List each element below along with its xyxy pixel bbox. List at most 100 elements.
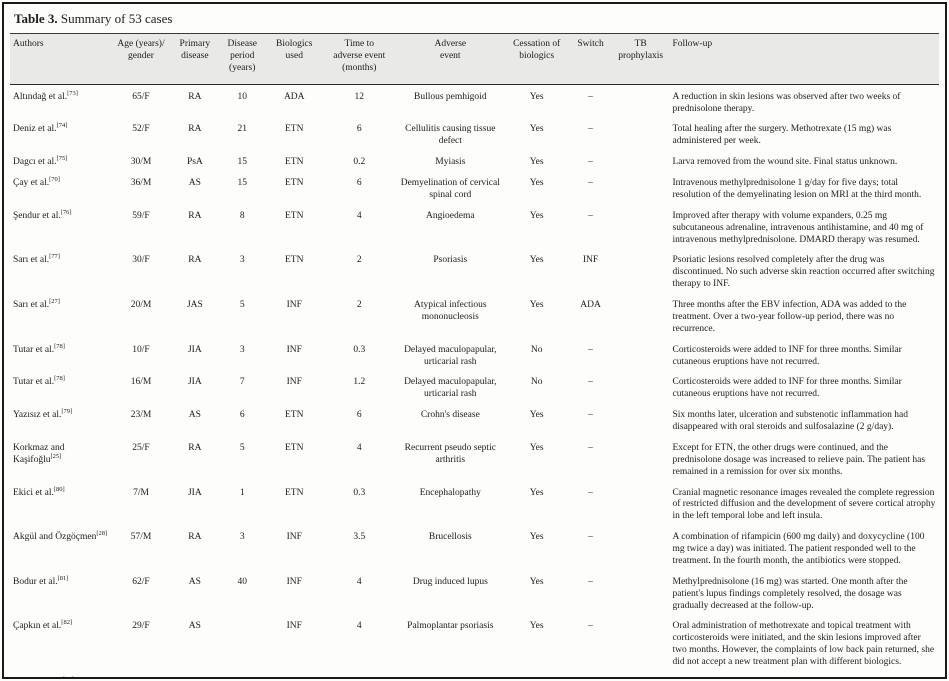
cell-adverse-event: Myiasis	[435, 157, 466, 168]
cell-tb-prophylaxis	[612, 208, 670, 253]
table-header: Authors Age (years)/ gender Primary dise…	[10, 34, 939, 85]
cell-switch: –	[588, 157, 593, 168]
cell-switch: –	[588, 377, 593, 388]
cell-primary-disease: RA	[188, 532, 202, 543]
cell-biologics: ETN	[285, 210, 304, 221]
cell-tb-prophylaxis	[612, 407, 670, 440]
cell-primary-disease: RA	[188, 210, 202, 221]
cell-switch: –	[588, 621, 593, 632]
cell-age-gender: 62/F	[132, 576, 150, 587]
cell-tb-prophylaxis	[612, 675, 670, 677]
cell-adverse-event: Crohn's disease	[420, 410, 480, 421]
cell-time-to-event: 4	[356, 442, 362, 453]
col-header-authors: Authors	[10, 34, 111, 85]
cell-authors: Altındağ et al.[73]	[10, 84, 110, 121]
cell-age-gender: 25/F	[132, 442, 150, 453]
cell-switch: –	[588, 487, 593, 498]
cell-age-gender: 52/F	[132, 124, 150, 135]
reference-number: [78]	[54, 375, 65, 383]
cell-time-to-event: 13	[322, 675, 396, 677]
cell-disease-period: 8	[239, 210, 245, 221]
cell-adverse-event: Encephalopathy	[419, 487, 481, 498]
cell-cessation: Yes	[529, 487, 544, 498]
cell-age-gender: 30/M	[130, 157, 152, 168]
cell-primary-disease: JIA	[187, 487, 202, 498]
header-row: Authors Age (years)/ gender Primary dise…	[10, 34, 939, 85]
cell-cessation: Yes	[529, 124, 544, 135]
col-header-disease-period: Disease period (years)	[218, 34, 267, 85]
cell-adverse-event: Angioedema	[426, 210, 475, 221]
reference-number: [77]	[49, 253, 60, 261]
cell-cessation: Yes	[529, 576, 544, 587]
cell-age-gender: 36/M	[130, 178, 152, 188]
cell-time-to-event: 4	[356, 621, 362, 632]
reference-number: [76]	[60, 208, 72, 216]
cell-follow-up: A combination of rifampicin (600 mg dail…	[672, 532, 925, 566]
cell-time-to-event: 0.2	[353, 157, 366, 168]
cell-cessation: Yes	[529, 621, 544, 632]
table-row: Akgül and Özgöçmen[28] 57/M RA 3 INF 3.5 Bruce…	[10, 529, 939, 574]
col-header-switch: Switch	[569, 34, 612, 85]
cell-primary-disease: AS	[172, 675, 218, 677]
cases-table: Authors Age (years)/ gender Primary dise…	[10, 34, 939, 677]
author-name: Altındağ et al.	[13, 91, 68, 102]
cell-biologics: ETN	[285, 442, 304, 453]
cell-authors: Bodur et al.[81]	[10, 574, 110, 619]
col-header-cessation: Cessation of biologics	[504, 34, 570, 85]
cell-biologics: ETN	[285, 487, 304, 498]
cell-primary-disease: RA	[188, 255, 202, 266]
cell-adverse-event: Bullous pemhigoid	[414, 91, 487, 102]
cell-primary-disease: RA	[188, 91, 202, 102]
cell-authors: Çay et al.[70]	[10, 175, 110, 208]
reference-number: [66]	[63, 676, 74, 677]
cell-follow-up: Methylprednisolone (16 mg) was started. …	[672, 576, 908, 611]
cell-age-gender: 57/M	[130, 532, 152, 543]
cell-disease-period: 15	[237, 178, 247, 188]
author-name: Dagcı et al.	[13, 157, 57, 168]
reference-number: [74]	[56, 122, 68, 130]
cell-disease-period: 40	[237, 576, 247, 587]
cell-time-to-event: 4	[356, 210, 362, 221]
table-row: Altındağ et al.[73] 65/F RA 10 ADA 12 Bullous …	[10, 84, 939, 121]
cell-age-gender: 29/F	[132, 621, 150, 632]
author-name: Ekici et al.	[13, 487, 54, 498]
author-name: Şendur et al.	[13, 210, 61, 221]
cell-time-to-event: 0.3	[353, 487, 366, 498]
reference-number: [81]	[57, 574, 69, 582]
cell-adverse-event: Drug induced lupus	[412, 576, 488, 587]
cell-disease-period: 3	[239, 532, 245, 543]
cell-follow-up: Corticosteroids were added to INF for th…	[672, 377, 902, 400]
cell-time-to-event: 2	[356, 255, 362, 266]
cell-disease-period: 1	[239, 487, 245, 498]
cell-age-gender: 23/M	[130, 410, 152, 421]
cell-time-to-event: 2	[356, 300, 362, 310]
reference-number: [78]	[54, 342, 65, 350]
reference-number: [73]	[67, 89, 78, 97]
table-body: Altındağ et al.[73] 65/F RA 10 ADA 12 Bullous …	[10, 84, 939, 677]
table-row: Korkmaz and Kaşifoğlu[25] 25/F RA 5 ETN 4 Recu…	[10, 440, 939, 485]
cell-primary-disease: RA	[188, 124, 202, 135]
reference-number: [80]	[53, 485, 65, 493]
cell-primary-disease: JAS	[186, 300, 203, 310]
table-row: Sarı et al.[27] 20/M JAS 5 INF 2 Atypical infe…	[10, 297, 939, 342]
author-name: Tutar et al.	[13, 344, 55, 355]
table-caption: Summary of 53 cases	[60, 11, 173, 26]
cell-primary-disease: RA	[188, 442, 202, 453]
cell-biologics: INF	[286, 344, 302, 355]
cell-cessation: Yes	[529, 532, 544, 543]
author-name: Çapkın et al.	[13, 621, 62, 632]
cell-authors: Şendur et al.[76]	[10, 208, 110, 253]
cell-disease-period: 15	[237, 157, 247, 168]
cell-tb-prophylaxis	[612, 342, 670, 375]
table-row: Deniz et al.[74] 52/F RA 21 ETN 6 Cellulitis c…	[10, 121, 939, 154]
table-row: Ekici et al.[80] 7/M JIA 1 ETN 0.3 Encephalopa…	[10, 485, 939, 530]
cell-disease-period: 5	[239, 300, 245, 310]
cell-biologics: ETN	[285, 410, 304, 421]
cell-cessation: Yes	[529, 410, 544, 421]
cell-adverse-event: Psoriasis	[433, 255, 468, 266]
author-name: Korkmaz and Kaşifoğlu	[13, 442, 65, 465]
table-number: Table 3.	[14, 11, 58, 26]
cell-tb-prophylaxis	[612, 297, 670, 342]
